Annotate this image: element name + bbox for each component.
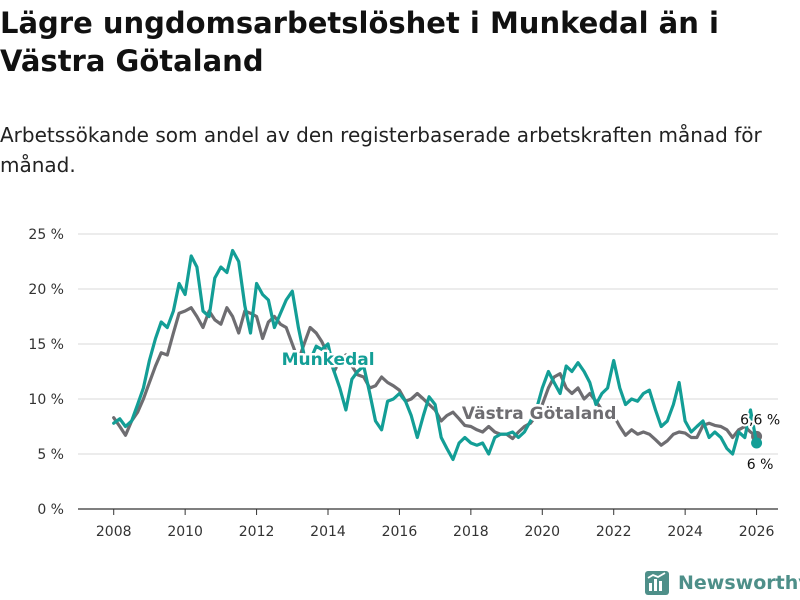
series-line-munkedal [112,248,759,462]
y-tick-label: 15 % [28,337,64,353]
gridlines [78,233,778,510]
end-value-label-munkedal: 6 % [747,457,774,473]
series-label-munkedal: Munkedal [282,350,375,370]
x-tick-label: 2010 [167,524,203,540]
y-tick-label: 10 % [28,392,64,408]
y-tick-label: 0 % [37,502,64,518]
x-tick-label: 2008 [96,524,132,540]
x-tick-label: 2022 [596,524,632,540]
y-tick-label: 5 % [37,447,64,463]
y-tick-label: 25 % [28,227,64,243]
x-tick-label: 2014 [310,524,346,540]
brand-name: Newsworthy [678,572,800,594]
line-chart: 0 %5 %10 %15 %20 %25 % 2008 2010 2012 2014 2… [28,227,782,540]
x-axis: 2008 2010 2012 2014 2016 2018 2020 2022 2024 2026 [96,509,775,540]
x-tick-label: 2018 [453,524,489,540]
series-label-vastra-gotaland: Västra Götaland [462,404,617,424]
series-labels: Västra Götaland Munkedal 6,6 % 6 % [279,347,782,475]
x-tick-label: 2020 [524,524,560,540]
newsworthy-logo-icon [645,571,669,595]
y-tick-label: 20 % [28,282,64,298]
x-tick-label: 2012 [239,524,275,540]
chart-title: Lägre ungdomsarbetslöshet i Munkedal än … [0,6,719,78]
series-end-point [751,437,763,449]
series-lines [112,248,763,462]
x-tick-label: 2016 [382,524,418,540]
x-tick-label: 2024 [667,524,703,540]
end-value-label-vastra-gotaland: 6,6 % [740,412,780,428]
chart-subtitle: Arbetssökande som andel av den registerb… [0,123,762,177]
x-tick-label: 2026 [739,524,775,540]
y-axis-tick-labels: 0 % 5 % 10 % 15 % 20 % 25 % [28,227,64,518]
newsworthy-brand: Newsworthy [644,568,800,598]
